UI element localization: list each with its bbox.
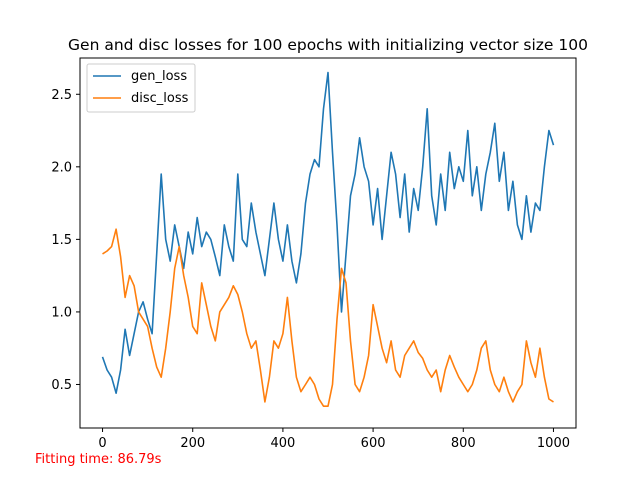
series-line-gen-loss: [101, 71, 555, 395]
y-tick-label: 0.5: [51, 378, 72, 393]
series-lines: [101, 71, 555, 408]
legend-label-disc-loss: disc_loss: [131, 91, 189, 106]
x-tick-label: 200: [180, 436, 205, 451]
plot-area-frame: [79, 57, 577, 429]
x-tick-label: 800: [451, 436, 476, 451]
legend: gen_loss disc_loss: [86, 63, 196, 113]
chart-title: Gen and disc losses for 100 epochs with …: [68, 36, 588, 54]
y-tick-label: 2.0: [51, 160, 72, 175]
legend-label-gen-loss: gen_loss: [131, 69, 187, 84]
y-tick-label: 1.0: [51, 305, 72, 320]
y-tick-label: 1.5: [51, 233, 72, 248]
fitting-time-note: Fitting time: 86.79s: [35, 452, 162, 467]
x-tick-label: 400: [270, 436, 295, 451]
x-tick-label: 1000: [537, 436, 570, 451]
axis-ticks: 0 200 400 600 800 1000 0.5 1.0 1.5 2.0 2.5: [51, 88, 570, 451]
y-tick-label: 2.5: [51, 88, 72, 103]
series-line-disc-loss: [102, 228, 554, 408]
x-tick-label: 0: [98, 436, 106, 451]
x-tick-label: 600: [361, 436, 386, 451]
